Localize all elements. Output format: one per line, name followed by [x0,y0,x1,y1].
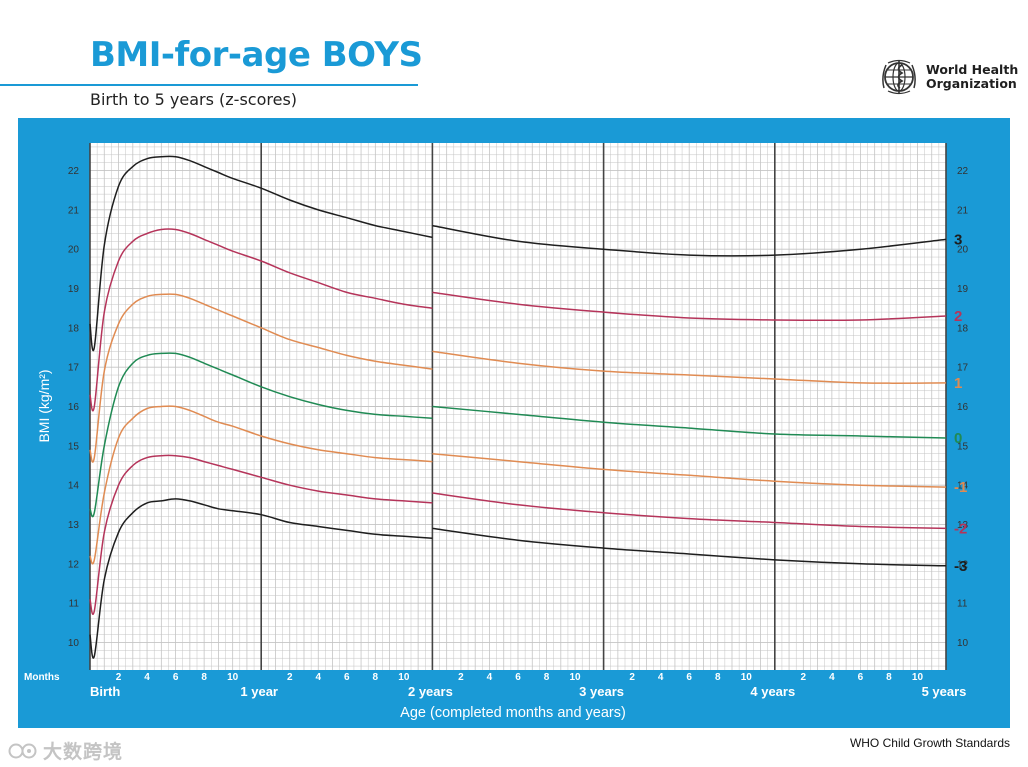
month-tick-label: 6 [858,672,864,683]
y-tick-label-left: 17 [68,363,80,374]
organization-logo: World Health Organization [878,57,1022,97]
month-tick-label: 2 [801,672,807,683]
month-tick-label: 4 [658,672,664,683]
y-tick-label-right: 17 [957,363,969,374]
y-tick-label-left: 15 [68,441,80,452]
zscore-label--1: -1 [954,479,967,496]
year-label: 2 years [408,684,453,699]
zscore-labels: 3 2 1 0 -1 -2 -3 [954,231,967,574]
y-tick-label-right: 20 [957,245,969,256]
month-tick-label: 4 [315,672,321,683]
month-tick-label: 8 [715,672,721,683]
y-tick-label-right: 21 [957,205,969,216]
zscore-curve--2-under2 [89,454,433,615]
y-tick-label-left: 22 [68,166,80,177]
y-tick-label-right: 11 [957,599,968,610]
y-tick-label-left: 21 [68,205,80,216]
zscore-label--2: -2 [954,520,967,537]
year-label: 3 years [579,684,624,699]
zscore-curve-1-over2 [432,350,947,384]
zscore-curve--3-over2 [432,527,947,567]
y-tick-label-right: 13 [957,520,969,531]
watermark-logo-icon [8,743,37,758]
month-tick-label: 8 [886,672,892,683]
month-tick-label: 6 [173,672,179,683]
zscore-label-2: 2 [954,308,962,325]
y-tick-label-right: 10 [957,638,969,649]
month-tick-label: 6 [344,672,350,683]
month-tick-label: 10 [227,672,239,683]
y-tick-label-right: 19 [957,284,969,295]
organization-name-line2: Organization [926,76,1017,91]
month-tick-label: 10 [398,672,410,683]
zscore-label-1: 1 [954,375,962,392]
y-tick-label-left: 14 [68,481,80,492]
x-axis-title: Age (completed months and years) [400,705,626,721]
chart-subtitle: Birth to 5 years (z-scores) [90,90,298,109]
y-tick-label-right: 22 [957,166,969,177]
y-tick-label-right: 14 [957,481,969,492]
month-tick-label: 4 [487,672,493,683]
grid [89,143,947,670]
month-tick-label: 8 [544,672,550,683]
y-tick-label-left: 11 [69,599,80,610]
month-tick-label: 2 [629,672,635,683]
y-tick-label-left: 18 [68,323,80,334]
month-tick-label: 8 [201,672,207,683]
month-tick-label: 10 [741,672,753,683]
zscore-label--3: -3 [954,558,967,575]
zscore-label-0: 0 [954,430,962,447]
month-tick-label: 2 [287,672,293,683]
chart-title: BMI-for-age BOYS [90,35,423,75]
months-label: Months [24,672,60,683]
title-rule [0,84,418,86]
zscore-curve-0-under2 [89,352,433,518]
month-tick-label: 2 [116,672,122,683]
zscore-curve--3-under2 [89,498,433,659]
y-tick-label-right: 15 [957,441,969,452]
y-tick-label-left: 19 [68,284,80,295]
month-tick-label: 6 [686,672,692,683]
watermark-text: 大数跨境 [43,742,124,763]
zscore-curve-1-under2 [89,293,433,463]
y-axis-title: BMI (kg/m²) [36,369,52,442]
zscore-curves [89,155,947,659]
y-tick-label-left: 20 [68,245,80,256]
month-tick-label: 6 [515,672,521,683]
month-tick-label: 10 [912,672,924,683]
month-tick-label: 8 [373,672,379,683]
month-tick-label: 4 [144,672,150,683]
y-tick-label-right: 16 [957,402,969,413]
organization-name-line1: World Health [926,62,1019,77]
watermark: 大数跨境 [8,737,123,764]
zscore-curve--2-over2 [432,492,947,530]
month-tick-label: 2 [458,672,464,683]
zscore-curve-0-over2 [432,405,947,439]
year-label: Birth [90,684,120,699]
month-tick-label: 4 [829,672,835,683]
zscore-label-3: 3 [954,231,962,248]
zscore-curve-2-under2 [89,228,433,412]
source-note: WHO Child Growth Standards [849,736,1010,750]
y-tick-label-right: 12 [957,559,969,570]
zscore-curve--1-under2 [89,405,433,565]
y-tick-label-right: 18 [957,323,969,334]
y-tick-label-left: 12 [68,559,80,570]
zscore-curve--1-over2 [432,452,947,488]
y-tick-label-left: 13 [68,520,80,531]
y-tick-label-left: 10 [68,638,80,649]
zscore-curve-2-over2 [432,291,947,322]
zscore-curve-3-under2 [89,155,433,352]
year-label: 4 years [750,684,795,699]
year-label: 1 year [240,684,278,699]
organization-name: World Health Organization [926,63,1022,91]
zscore-curve-3-over2 [432,224,947,257]
year-label: 5 years [922,684,967,699]
y-tick-label-left: 16 [68,402,80,413]
month-tick-label: 10 [570,672,582,683]
globe-emblem-icon [882,59,916,95]
